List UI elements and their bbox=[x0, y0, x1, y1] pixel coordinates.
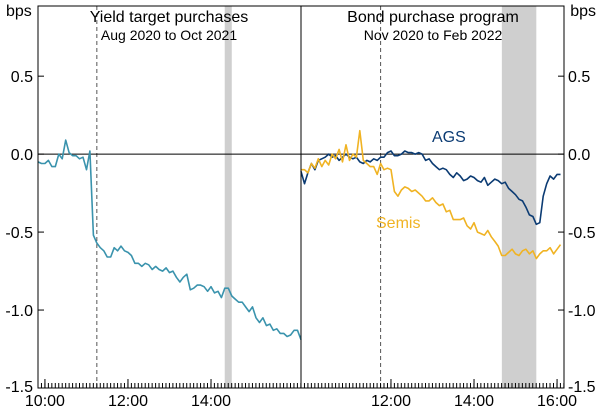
series-label-semis: Semis bbox=[376, 215, 420, 232]
series-label-ags: AGS bbox=[432, 129, 466, 146]
panel-title-bpp: Bond purchase program bbox=[347, 9, 519, 26]
x-tick-label: 10:00 bbox=[25, 393, 65, 410]
y-tick-label-right: -1.5 bbox=[568, 379, 596, 396]
y-tick-label-left: 0.0 bbox=[11, 147, 33, 164]
axis-ticks bbox=[37, 75, 565, 389]
x-tick-label: 12:00 bbox=[108, 393, 148, 410]
panel-title-ytp: Yield target purchases bbox=[90, 9, 249, 26]
y-tick-label-left: -1.5 bbox=[5, 379, 33, 396]
panel-subtitle-ytp: Aug 2020 to Oct 2021 bbox=[101, 27, 237, 43]
y-unit-right: bps bbox=[570, 3, 596, 20]
shaded-region-bpp bbox=[501, 6, 537, 388]
y-tick-label-right: 0.5 bbox=[568, 69, 590, 86]
y-tick-label-left: 0.5 bbox=[11, 69, 33, 86]
y-tick-label-right: 0.0 bbox=[568, 147, 590, 164]
x-tick-label: 12:00 bbox=[371, 393, 411, 410]
shaded-regions bbox=[224, 6, 537, 388]
plot-frame bbox=[37, 5, 565, 389]
x-tick-label: 14:00 bbox=[454, 393, 494, 410]
series-lines bbox=[37, 129, 562, 340]
y-tick-label-left: -0.5 bbox=[5, 225, 33, 242]
y-tick-label-left: -1.0 bbox=[5, 303, 33, 320]
series-line-ytp bbox=[37, 139, 302, 340]
y-unit-left: bps bbox=[6, 3, 32, 20]
panel-subtitle-bpp: Nov 2020 to Feb 2022 bbox=[364, 27, 503, 43]
shaded-region-ytp bbox=[224, 6, 232, 388]
x-tick-label: 16:00 bbox=[537, 393, 577, 410]
y-tick-label-right: -0.5 bbox=[568, 225, 596, 242]
x-tick-label: 14:00 bbox=[191, 393, 231, 410]
series-line-semis bbox=[301, 129, 562, 260]
dashed-markers bbox=[96, 6, 382, 388]
y-tick-label-right: -1.0 bbox=[568, 303, 596, 320]
axis-labels: 10:00 12:00 14:00 12:00 14:00 16:00 0.5 0.5 0.0 0… bbox=[5, 69, 595, 410]
